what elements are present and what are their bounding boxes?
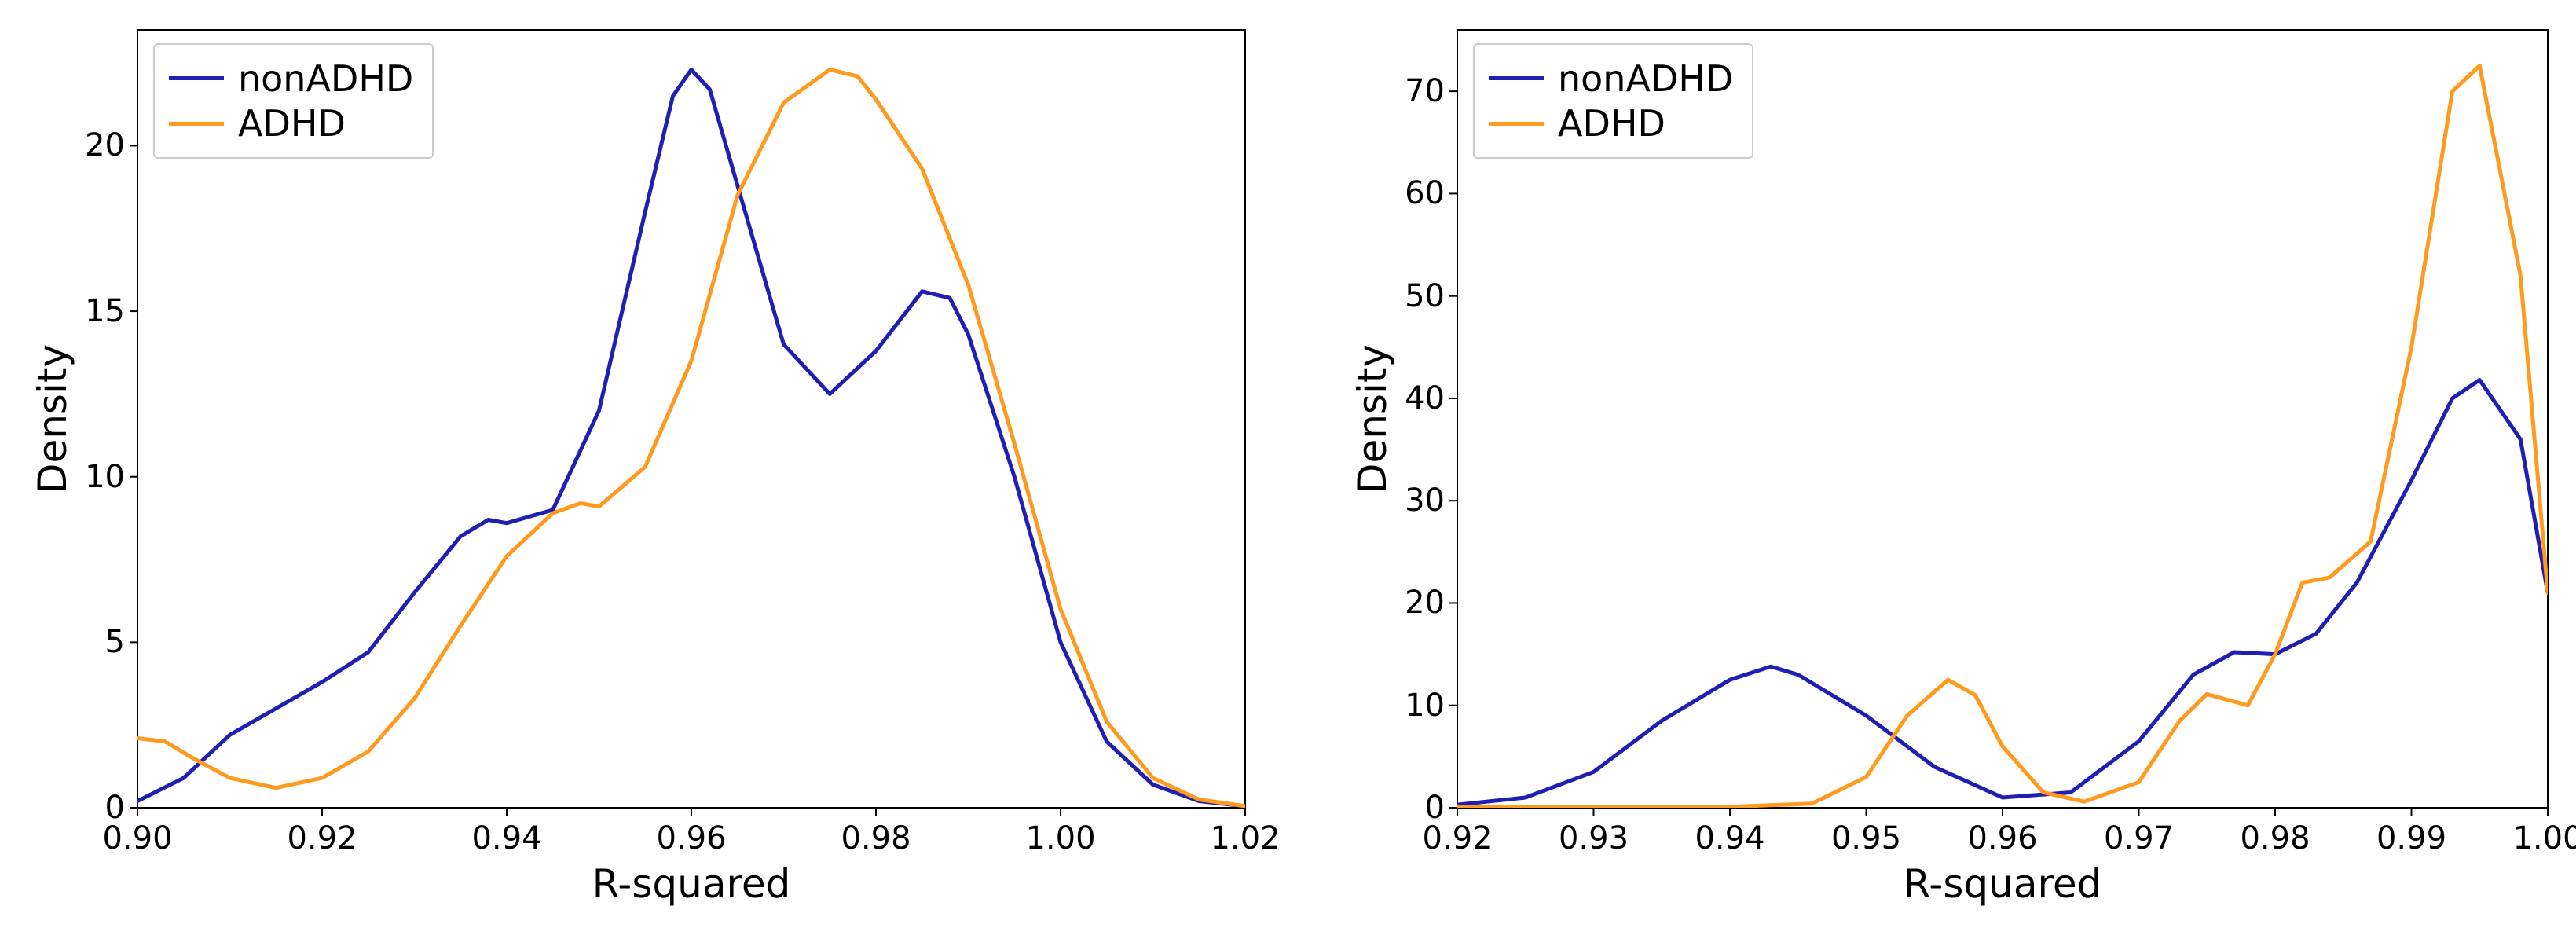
xtick-label: 0.93	[1559, 820, 1629, 856]
xlabel: R-squared	[1904, 861, 2102, 907]
legend-swatch	[1489, 122, 1544, 126]
ytick-label: 60	[1405, 175, 1445, 211]
plot-right	[0, 0, 2576, 946]
series-nonadhd	[1457, 380, 2548, 805]
xtick-label: 0.98	[2240, 820, 2310, 856]
legend: nonADHDADHD	[1473, 43, 1753, 159]
legend-swatch	[1489, 76, 1544, 80]
xtick-label: 0.96	[1967, 820, 2037, 856]
ytick-label: 50	[1405, 278, 1445, 314]
ytick-label: 10	[1405, 688, 1445, 724]
xtick-label: 0.97	[2104, 820, 2174, 856]
ytick-label: 70	[1405, 73, 1445, 109]
legend-item: ADHD	[1489, 101, 1733, 147]
ytick-label: 40	[1405, 380, 1445, 416]
ylabel: Density	[1350, 344, 1395, 493]
ytick-label: 30	[1405, 482, 1445, 519]
ytick-label: 0	[1425, 790, 1445, 826]
legend-item: nonADHD	[1489, 56, 1733, 101]
xtick-label: 0.95	[1831, 820, 1901, 856]
figure: 0.900.920.940.960.981.001.0205101520R-sq…	[0, 0, 2576, 946]
series-adhd	[1457, 66, 2548, 808]
xtick-label: 1.00	[2512, 820, 2576, 856]
xtick-label: 0.94	[1695, 820, 1764, 856]
legend-label: nonADHD	[1558, 57, 1733, 100]
xtick-label: 0.99	[2376, 820, 2446, 856]
ytick-label: 20	[1405, 585, 1445, 621]
legend-label: ADHD	[1558, 102, 1665, 145]
